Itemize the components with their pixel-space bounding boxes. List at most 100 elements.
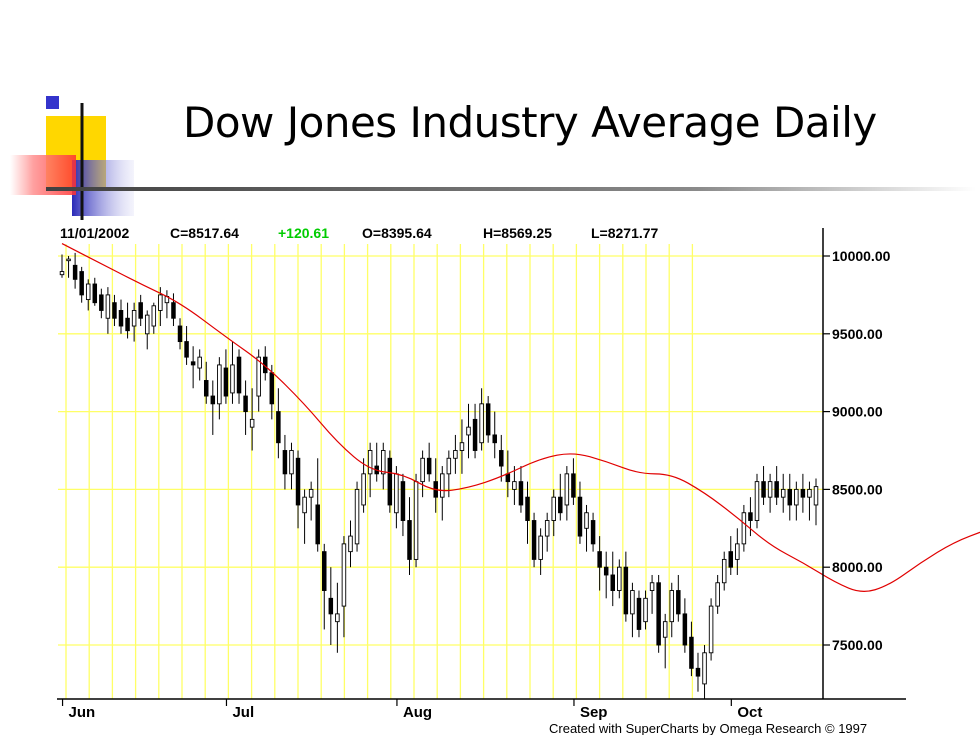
y-tick-label: 8000.00 (832, 559, 883, 575)
candle-body (578, 497, 582, 536)
y-tick-label: 7500.00 (832, 637, 883, 653)
candle-body (277, 412, 281, 443)
svg-text:11/01/2002 C=8517.64 +: 11/01/2002 C=8517.64 +120.61 O=8395.64 H… (60, 225, 659, 241)
candle-body (178, 326, 182, 342)
candle-body (60, 272, 64, 275)
candle-body (159, 295, 163, 311)
candle-body (703, 653, 707, 684)
chart-credit: Created with SuperCharts by Omega Resear… (549, 721, 867, 735)
candle-body (591, 521, 595, 544)
candle-body (257, 357, 261, 396)
candle-body (322, 552, 326, 591)
candle-body (447, 458, 451, 474)
candle-body (237, 357, 241, 393)
candle-body (440, 474, 444, 497)
candle-body (185, 342, 189, 358)
candle-body (290, 451, 294, 474)
candle-54 (414, 474, 418, 567)
candle-body (618, 567, 622, 590)
candle-body (191, 362, 195, 365)
candle-body (395, 474, 399, 513)
candle-106 (755, 474, 759, 528)
candle-body (506, 474, 510, 482)
candle-body (565, 474, 569, 505)
candle-body (670, 591, 674, 622)
candle-45 (355, 482, 359, 552)
candle-body (106, 295, 110, 318)
candle-body (132, 310, 136, 326)
candle-body (460, 443, 464, 451)
candle-body (749, 513, 753, 521)
x-month-label: Jun (69, 704, 96, 721)
candle-body (80, 272, 84, 295)
x-month-label: Oct (737, 704, 762, 721)
candle-body (526, 497, 530, 520)
header-high: H=8569.25 (483, 225, 552, 241)
candle-body (604, 567, 608, 575)
candle-body (716, 583, 720, 606)
candle-body (349, 536, 353, 552)
candle-body (729, 552, 733, 568)
candle-body (480, 404, 484, 443)
y-tick-label: 10000.00 (832, 248, 891, 264)
candle-50 (388, 451, 392, 513)
candle-body (211, 396, 215, 404)
candle-body (172, 303, 176, 319)
candle-body (539, 536, 543, 559)
candle-body (198, 357, 202, 368)
candle-body (519, 482, 523, 505)
candle-body (532, 521, 536, 560)
candle-body (270, 373, 274, 404)
candle-body (768, 482, 772, 498)
candle-body (801, 489, 805, 497)
candle-body (513, 482, 517, 490)
candle-body (152, 306, 156, 326)
candle-body (677, 591, 681, 614)
candle-99 (709, 598, 713, 660)
candle-body (139, 303, 143, 319)
candle-body (224, 368, 228, 396)
candle-body (808, 489, 812, 497)
candle-body (218, 365, 222, 404)
x-month-label: Jul (232, 704, 254, 721)
candle-body (486, 404, 490, 435)
candle-body (637, 598, 641, 629)
candle-body (368, 451, 372, 474)
y-tick-label: 8500.00 (832, 481, 883, 497)
candle-body (788, 489, 792, 505)
candle-body (73, 265, 77, 279)
candle-body (303, 497, 307, 513)
candle-body (775, 482, 779, 498)
candle-body (572, 474, 576, 497)
candle-body (113, 303, 117, 319)
y-tick-label: 9000.00 (832, 404, 883, 420)
candle-91 (657, 575, 661, 653)
candle-body (145, 315, 149, 334)
candle-body (683, 614, 687, 645)
candle-body (204, 380, 208, 396)
candle-body (644, 598, 648, 621)
candle-body (381, 451, 385, 474)
candle-body (119, 310, 123, 326)
candle-body (598, 552, 602, 568)
x-month-label: Sep (580, 704, 608, 721)
candle-body (86, 284, 90, 300)
candle-body (611, 575, 615, 591)
candle-body (421, 458, 425, 481)
candle-body (795, 489, 799, 505)
candle-body (408, 521, 412, 560)
candle-body (650, 583, 654, 591)
candle-body (309, 489, 313, 497)
candle-body (316, 505, 320, 544)
candle-body (696, 668, 700, 676)
candle-body (467, 427, 471, 435)
candle-body (781, 489, 785, 497)
candle-body (454, 451, 458, 459)
candle-body (762, 482, 766, 498)
candle-body (493, 435, 497, 443)
candle-body (296, 458, 300, 505)
x-axis-months: Jun Jul Aug Sep Oct (63, 699, 763, 721)
candle-body (67, 259, 71, 261)
candle-body (414, 482, 418, 560)
